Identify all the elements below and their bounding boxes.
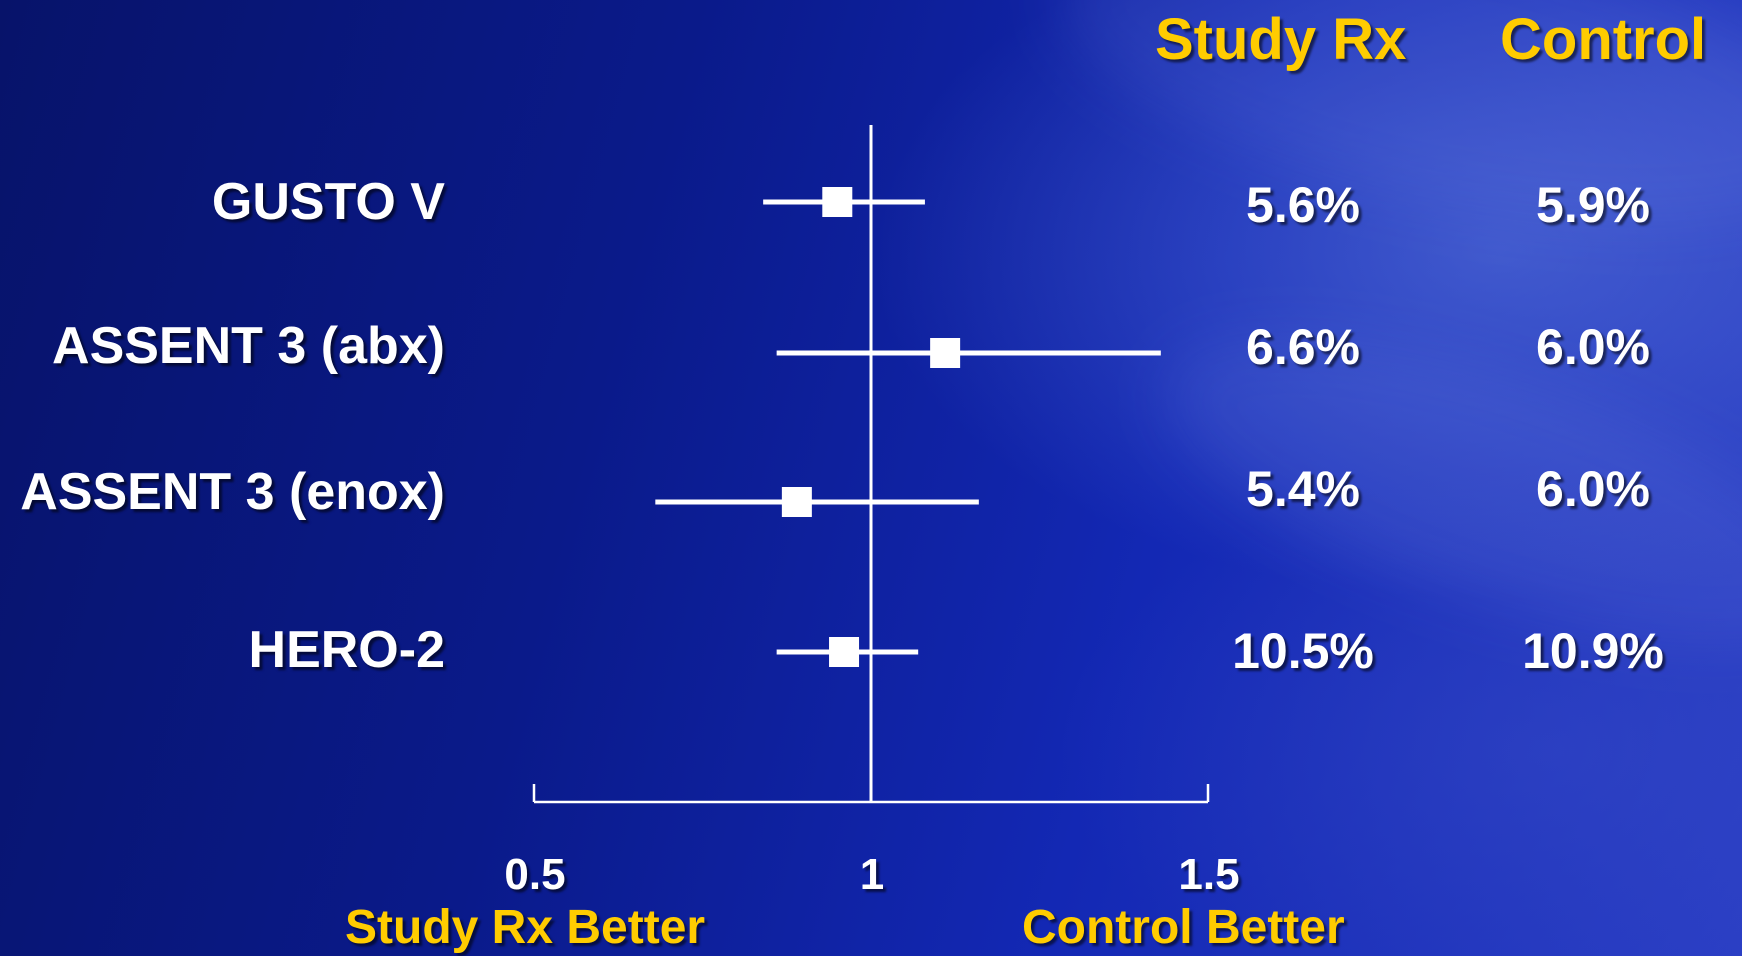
point-estimate-marker bbox=[829, 637, 860, 667]
control-rate: 6.0% bbox=[1536, 319, 1650, 375]
x-tick-label: 1.5 bbox=[1178, 850, 1240, 899]
control-rate: 5.9% bbox=[1536, 177, 1650, 233]
study-rx-rate: 10.5% bbox=[1232, 623, 1374, 679]
study-label-assent3-enox: ASSENT 3 (enox) bbox=[20, 463, 445, 521]
point-estimate-marker bbox=[781, 487, 812, 517]
study-rx-rate: 5.6% bbox=[1246, 177, 1360, 233]
column-header-study-rx: Study Rx bbox=[1155, 7, 1407, 72]
point-estimate-marker bbox=[822, 187, 853, 217]
study-rx-rate: 6.6% bbox=[1246, 319, 1360, 375]
control-rate: 6.0% bbox=[1536, 461, 1650, 517]
study-rx-rate: 5.4% bbox=[1246, 461, 1360, 517]
column-header-control: Control bbox=[1500, 7, 1707, 72]
x-tick-label: 0.5 bbox=[504, 850, 566, 899]
study-label-gusto-v: GUSTO V bbox=[211, 173, 445, 231]
study-label-hero2: HERO-2 bbox=[248, 621, 445, 679]
point-estimate-marker bbox=[930, 338, 961, 368]
x-tick-label: 1 bbox=[859, 850, 885, 899]
control-better-label: Control Better bbox=[1022, 901, 1345, 954]
study-label-assent3-abx: ASSENT 3 (abx) bbox=[52, 317, 445, 375]
study-rx-better-label: Study Rx Better bbox=[345, 901, 706, 954]
control-rate: 10.9% bbox=[1522, 623, 1664, 679]
